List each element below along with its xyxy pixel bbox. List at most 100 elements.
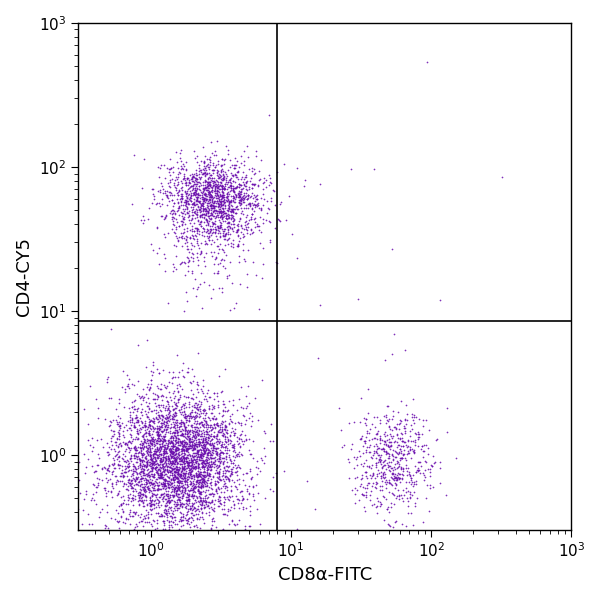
Point [137, 423, 146, 433]
Point [136, 455, 145, 465]
Point [184, 467, 194, 477]
Point [124, 495, 133, 504]
Point [124, 461, 134, 471]
Point [232, 226, 242, 236]
Point [218, 190, 227, 200]
Point [194, 477, 203, 487]
Point [232, 183, 241, 193]
Point [199, 404, 208, 413]
Point [236, 382, 246, 392]
Point [155, 492, 165, 501]
Point [204, 489, 214, 499]
Point [221, 178, 231, 187]
Point [123, 500, 133, 509]
Point [124, 465, 134, 474]
Point [137, 183, 146, 192]
Point [214, 437, 224, 447]
Point [361, 447, 371, 457]
Point [165, 458, 175, 468]
Point [175, 483, 184, 492]
Point [128, 407, 138, 416]
Point [194, 476, 204, 485]
Point [107, 479, 117, 489]
Point [170, 428, 180, 438]
Point [195, 431, 205, 441]
Point [183, 462, 193, 471]
Point [389, 474, 399, 483]
Point [204, 187, 214, 197]
Point [227, 225, 236, 234]
Point [156, 473, 166, 482]
Point [178, 485, 187, 495]
Point [168, 465, 178, 474]
Point [125, 429, 134, 438]
Point [164, 441, 173, 450]
Point [203, 385, 213, 394]
Point [380, 355, 389, 365]
Point [145, 416, 155, 426]
Point [168, 404, 178, 413]
Point [114, 517, 124, 527]
Point [131, 413, 140, 422]
Point [148, 423, 158, 432]
Point [137, 450, 147, 459]
Point [227, 515, 237, 525]
Point [406, 442, 415, 452]
Point [186, 466, 196, 476]
Point [208, 492, 218, 501]
Point [252, 201, 262, 211]
Point [179, 421, 189, 431]
Point [199, 462, 209, 471]
Point [194, 437, 204, 447]
Point [157, 410, 166, 420]
Point [253, 194, 262, 204]
Point [172, 443, 182, 452]
Point [199, 475, 209, 485]
Point [365, 442, 374, 452]
Point [158, 472, 168, 482]
Point [175, 186, 184, 195]
Point [171, 444, 181, 454]
Point [397, 433, 407, 443]
Point [222, 180, 232, 189]
Point [369, 499, 379, 509]
Point [187, 207, 197, 217]
Point [181, 200, 190, 210]
Point [102, 477, 112, 486]
Point [134, 463, 143, 473]
Point [339, 440, 349, 450]
Point [158, 524, 168, 534]
Point [183, 457, 193, 467]
Point [118, 498, 128, 508]
Point [196, 384, 206, 394]
Point [120, 518, 130, 528]
Point [102, 507, 112, 517]
Point [207, 438, 217, 448]
Point [179, 456, 189, 465]
Point [156, 470, 166, 479]
Point [160, 417, 169, 426]
Point [160, 443, 170, 453]
Point [240, 256, 250, 266]
Point [173, 446, 182, 455]
Point [204, 440, 214, 449]
Point [192, 416, 202, 426]
Point [135, 467, 145, 477]
Point [210, 162, 220, 171]
Point [202, 169, 212, 179]
Point [258, 179, 268, 188]
Point [169, 464, 179, 474]
Point [184, 398, 194, 407]
Point [210, 480, 220, 490]
Point [113, 441, 123, 450]
Point [104, 467, 114, 476]
Point [222, 406, 232, 416]
Point [208, 445, 218, 455]
Point [182, 204, 192, 213]
Point [194, 429, 204, 438]
Point [145, 485, 155, 495]
Point [168, 444, 178, 454]
Point [185, 437, 194, 447]
Point [243, 190, 253, 200]
Point [190, 200, 199, 210]
